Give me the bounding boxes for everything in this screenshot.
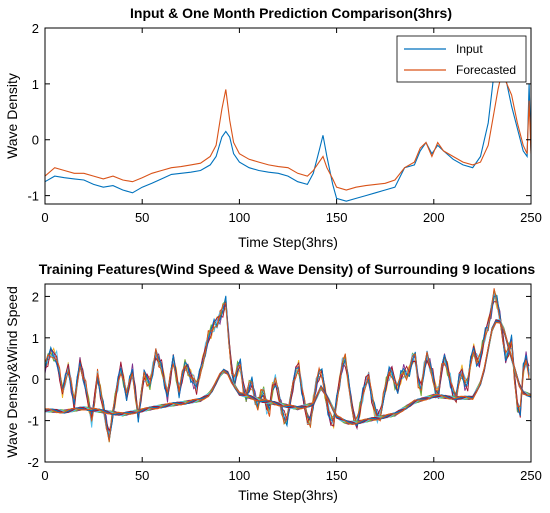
y-tick-label: 2 — [32, 289, 39, 304]
chart-bottom-lines — [45, 288, 531, 443]
series-line-forecasted — [45, 71, 531, 191]
chart-bottom: Training Features(Wind Speed & Wave Dens… — [4, 261, 542, 503]
chart-bottom-xlabel: Time Step(3hrs) — [238, 487, 338, 503]
legend-label-forecasted: Forecasted — [456, 63, 516, 77]
chart-bottom-ylabel: Wave Density&Wind Speed — [4, 286, 20, 457]
x-tick-label: 200 — [423, 468, 445, 483]
chart-top-legend: Input Forecasted — [396, 35, 527, 83]
x-tick-label: 100 — [229, 210, 251, 225]
wave-density-line — [45, 321, 531, 425]
x-tick-label: 250 — [520, 468, 542, 483]
x-tick-label: 50 — [135, 210, 149, 225]
wave-density-line — [45, 320, 531, 425]
chart-top-xlabel: Time Step(3hrs) — [238, 234, 338, 250]
chart-top-title: Input & One Month Prediction Comparison(… — [130, 5, 452, 21]
x-tick-label: 50 — [135, 468, 149, 483]
chart-top: Input & One Month Prediction Comparison(… — [4, 5, 542, 250]
wind-speed-line — [45, 288, 530, 442]
y-tick-label: 2 — [32, 21, 39, 36]
y-tick-label: 0 — [32, 133, 39, 148]
plot-frame — [44, 27, 532, 205]
y-tick-label: -2 — [27, 455, 39, 470]
x-tick-label: 200 — [423, 210, 445, 225]
chart-bottom-axes: 0 50 100 150 200 250 -2 -1 0 1 2 — [27, 283, 542, 483]
legend-label-input: Input — [456, 42, 483, 56]
x-tick-label: 0 — [41, 468, 48, 483]
legend-box — [396, 35, 527, 83]
x-tick-label: 0 — [41, 210, 48, 225]
chart-top-ylabel: Wave Density — [4, 73, 20, 159]
y-tick-label: -1 — [27, 189, 39, 204]
x-tick-label: 100 — [229, 468, 251, 483]
y-tick-label: 0 — [32, 372, 39, 387]
series-line-input — [45, 39, 531, 202]
x-tick-label: 250 — [520, 210, 542, 225]
chart-top-lines — [45, 39, 531, 202]
y-tick-label: -1 — [27, 414, 39, 429]
chart-bottom-title: Training Features(Wind Speed & Wave Dens… — [39, 261, 536, 277]
x-tick-label: 150 — [326, 468, 348, 483]
plot-frame — [44, 283, 532, 463]
wind-speed-line — [45, 301, 530, 433]
x-tick-label: 150 — [326, 210, 348, 225]
y-tick-label: 1 — [32, 77, 39, 92]
y-tick-label: 1 — [32, 331, 39, 346]
